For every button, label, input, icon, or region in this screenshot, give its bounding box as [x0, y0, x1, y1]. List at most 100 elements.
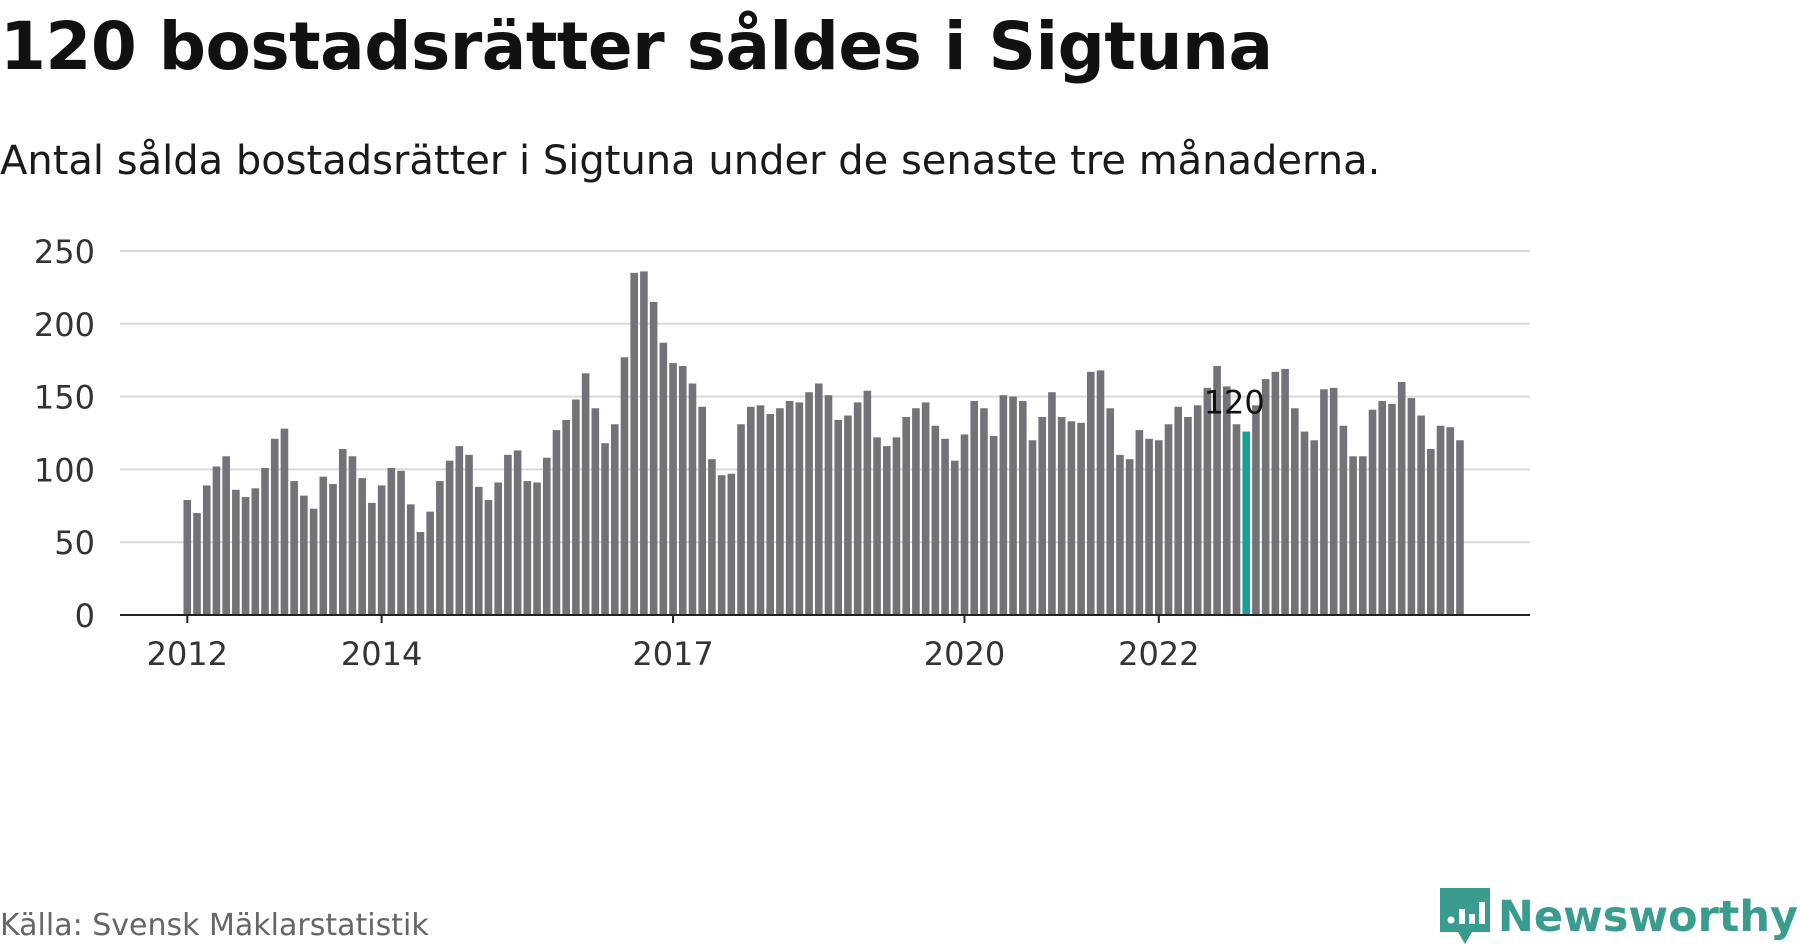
bar: [678, 366, 687, 615]
x-tick-label: 2022: [1118, 635, 1199, 673]
bar: [1009, 396, 1017, 615]
bar: [1145, 438, 1153, 615]
bar: [1048, 392, 1056, 615]
y-tick-label: 200: [34, 306, 95, 344]
bar: [659, 342, 668, 615]
bar: [708, 459, 716, 615]
bar: [465, 454, 473, 615]
bar: [455, 446, 464, 615]
bar: [300, 495, 308, 615]
bars: [183, 271, 1464, 615]
bar: [1057, 416, 1066, 615]
bar: [756, 405, 765, 615]
bar: [931, 425, 940, 615]
bar: [397, 470, 405, 615]
bar: [1446, 427, 1455, 615]
bar: [542, 457, 551, 615]
bar: [474, 486, 483, 615]
bar: [1271, 371, 1280, 615]
bar: [834, 419, 843, 615]
newsworthy-logo: Newsworthy: [1439, 888, 1798, 946]
source-note: Källa: Svensk Mäklarstatistik: [0, 908, 429, 943]
x-axis-tick-labels: 2012 2014 2017 2020 2022: [147, 635, 1200, 673]
bar: [572, 399, 580, 615]
bar: [562, 419, 570, 615]
bar: [1155, 440, 1163, 615]
bar: [1028, 440, 1037, 615]
bar: [387, 467, 396, 615]
bar: [504, 454, 512, 615]
y-tick-label: 0: [75, 597, 95, 635]
bar: [358, 478, 366, 615]
bar: [1174, 406, 1183, 615]
bar: [1359, 456, 1367, 615]
bar: [746, 406, 755, 615]
bar: [853, 402, 862, 615]
bar: [844, 415, 852, 615]
bar: [1067, 421, 1076, 615]
bar: [863, 390, 872, 615]
bar: [941, 438, 949, 615]
bar: [183, 499, 192, 615]
bar: [533, 482, 541, 615]
bar: [552, 430, 561, 615]
y-tick-label: 150: [34, 379, 95, 417]
x-tick-label: 2017: [632, 635, 713, 673]
bar: [1252, 405, 1260, 615]
bar-latest: [1242, 431, 1251, 615]
bar: [1329, 387, 1338, 615]
bar: [912, 408, 920, 615]
bar: [601, 443, 609, 615]
bar: [309, 508, 318, 615]
bar: [1349, 456, 1357, 615]
bar: [649, 301, 658, 615]
bar: [1232, 424, 1241, 615]
bar: [688, 383, 697, 615]
logo-chat-icon: [1439, 888, 1490, 944]
bar: [1096, 370, 1105, 615]
bar: [950, 460, 959, 615]
y-axis-tick-labels: 0 50 100 150 200 250: [34, 233, 95, 635]
bar: [989, 435, 998, 615]
bar: [193, 513, 201, 615]
bar: [348, 456, 357, 615]
bar: [1164, 424, 1173, 615]
bar: [513, 450, 522, 615]
bar: [406, 504, 415, 615]
bar: [1339, 425, 1348, 615]
bar: [766, 414, 774, 615]
bar: [1116, 454, 1124, 615]
bar: [377, 485, 386, 615]
bar: [494, 482, 502, 615]
latest-value-label: 120: [1204, 384, 1265, 422]
bar: [523, 481, 532, 615]
bar: [290, 481, 298, 615]
bar: [980, 408, 988, 615]
bar: [1407, 398, 1416, 615]
bar: [1388, 403, 1396, 615]
bar: [882, 446, 891, 615]
bar: [270, 438, 279, 615]
bar: [484, 499, 493, 615]
bar: [1184, 416, 1192, 615]
bar: [426, 511, 434, 615]
x-tick-label: 2020: [924, 635, 1005, 673]
bar: [212, 466, 221, 615]
bar: [640, 271, 648, 615]
x-tick-label: 2012: [147, 635, 228, 673]
bar: [581, 373, 590, 615]
bar: [727, 473, 736, 615]
bar: [251, 488, 260, 615]
bar: [591, 408, 600, 615]
bar: [1368, 409, 1377, 615]
bar: [1135, 430, 1144, 615]
bar: [222, 456, 230, 615]
bar: [416, 532, 425, 615]
bar: [814, 383, 823, 615]
bar: [776, 408, 784, 615]
bar: [329, 483, 337, 615]
bar: [717, 475, 726, 615]
bar: [1223, 386, 1231, 615]
bar: [436, 481, 444, 615]
